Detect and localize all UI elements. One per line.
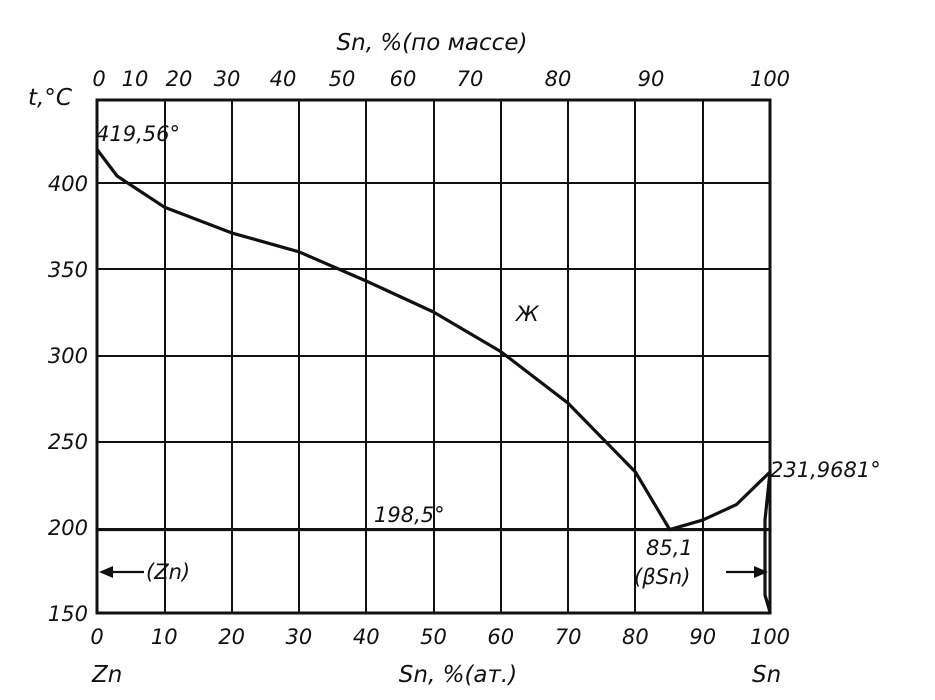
bottom-tick-label: 90 xyxy=(689,625,716,649)
bottom-tick-label: 40 xyxy=(353,625,380,649)
zn-phase-arrow xyxy=(99,566,144,578)
bottom-tick-label: 60 xyxy=(487,625,514,649)
bottom-tick-label: 100 xyxy=(750,625,790,649)
top-tick-label: 90 xyxy=(638,67,665,91)
y-axis-title: t,°C xyxy=(28,85,72,111)
y-tick-label: 250 xyxy=(48,430,88,454)
curves xyxy=(95,147,772,614)
zn-phase-label: (Zn) xyxy=(146,560,190,584)
eutectic-temperature-label: 198,5° xyxy=(374,503,445,527)
y-tick-label: 350 xyxy=(48,258,88,282)
y-tick-label: 300 xyxy=(48,344,88,368)
bottom-tick-label: 50 xyxy=(420,625,447,649)
tick-labels: 0 10 20 30 40 50 60 70 80 90 100 0 10 20 30 40 50 60 70 80 9… xyxy=(48,67,790,649)
sn-melting-point-label: 231,9681° xyxy=(770,458,881,482)
bottom-tick-label: 0 xyxy=(90,625,103,649)
bottom-tick-label: 20 xyxy=(218,625,245,649)
plot-frame xyxy=(95,98,772,615)
right-component-label: Sn xyxy=(752,662,781,688)
liquidus-sn-side xyxy=(668,470,772,532)
top-tick-label: 80 xyxy=(545,67,572,91)
liquidus-zn-side xyxy=(95,147,672,532)
bottom-axis-title: Sn, %(ат.) xyxy=(399,662,517,688)
bottom-tick-label: 10 xyxy=(151,625,178,649)
bottom-tick-label: 80 xyxy=(622,625,649,649)
top-tick-label: 10 xyxy=(122,67,149,91)
top-tick-label: 50 xyxy=(329,67,356,91)
y-tick-label: 200 xyxy=(48,516,88,540)
grid xyxy=(96,100,770,613)
bottom-tick-label: 70 xyxy=(555,625,582,649)
sn-phase-label: (βSn) xyxy=(634,565,690,589)
bottom-tick-label: 30 xyxy=(286,625,313,649)
top-tick-label: 30 xyxy=(214,67,241,91)
sn-solvus-line xyxy=(763,470,772,614)
top-tick-label: 20 xyxy=(166,67,193,91)
y-tick-label: 400 xyxy=(48,172,88,196)
eutectic-composition-label: 85,1 xyxy=(646,536,693,560)
top-tick-label: 70 xyxy=(457,67,484,91)
top-axis-title: Sn, %(по массе) xyxy=(337,30,528,56)
left-component-label: Zn xyxy=(91,662,122,688)
liquid-region-label: Ж xyxy=(514,302,540,326)
top-tick-label: 60 xyxy=(390,67,417,91)
sn-phase-arrow xyxy=(726,566,768,578)
top-tick-label: 40 xyxy=(270,67,297,91)
y-tick-label: 150 xyxy=(48,602,88,626)
zn-melting-point-label: 419,56° xyxy=(96,122,180,146)
top-tick-label: 0 xyxy=(92,67,105,91)
top-tick-label: 100 xyxy=(750,67,790,91)
